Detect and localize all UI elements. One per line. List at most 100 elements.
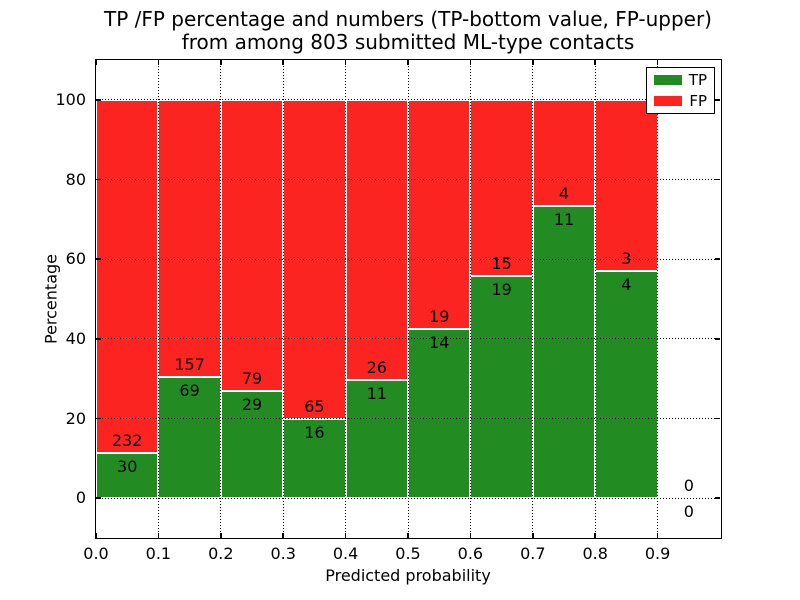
bar-label-tp: 19 xyxy=(491,279,512,299)
bar-label-fp: 4 xyxy=(558,184,570,204)
chart-title-line1: TP /FP percentage and numbers (TP-bottom… xyxy=(104,7,712,31)
y-tick-left xyxy=(96,178,101,181)
y-tick-label: 40 xyxy=(65,328,86,348)
bar-label-tp: 69 xyxy=(179,380,200,400)
x-tick-label: 0.7 xyxy=(520,544,546,563)
x-tick-label: 0.5 xyxy=(395,544,421,563)
x-tick-bottom xyxy=(656,533,659,538)
bar-segment-tp xyxy=(345,379,408,499)
x-tick-label: 0.6 xyxy=(457,544,484,563)
legend-swatch-tp-icon xyxy=(654,75,682,85)
x-tick-bottom xyxy=(407,533,409,538)
bar-segment-fp xyxy=(408,99,471,330)
h-gridline xyxy=(96,179,720,180)
legend-item-fp: FP xyxy=(654,93,707,109)
bar-label-tp: 4 xyxy=(621,274,632,294)
x-tick-bottom xyxy=(95,533,97,538)
v-gridline xyxy=(220,60,222,538)
x-tick-bottom xyxy=(282,533,284,538)
y-tick-left xyxy=(96,258,101,260)
h-gridline xyxy=(96,99,720,101)
x-tick-bottom xyxy=(469,533,472,538)
y-tick-left xyxy=(96,99,101,101)
bar-segment-fp xyxy=(470,99,533,276)
y-tick-label: 20 xyxy=(65,408,86,428)
x-tick-label: 0.3 xyxy=(270,544,296,563)
y-tick-right xyxy=(715,99,720,101)
bar-segment-tp xyxy=(96,452,159,499)
legend-label-tp: TP xyxy=(688,70,707,89)
x-tick-bottom xyxy=(220,533,222,538)
bar-segment-fp xyxy=(532,99,596,207)
bar-segment-tp xyxy=(283,419,346,499)
y-tick-label: 60 xyxy=(65,249,86,269)
bar-label-fp: 0 xyxy=(683,476,694,496)
bar-segment-tp xyxy=(595,270,658,499)
bar-segment-fp xyxy=(595,99,658,271)
bar-label-tp: 16 xyxy=(304,423,325,443)
bar-segment-tp xyxy=(532,206,596,499)
legend: TP FP xyxy=(646,67,715,114)
bar-segment-tp xyxy=(408,329,471,499)
bar-segment-tp xyxy=(470,275,533,499)
v-gridline xyxy=(594,60,596,538)
x-tick-label: 0.1 xyxy=(145,544,172,563)
bar-label-tp: 30 xyxy=(117,456,138,476)
bar-label-fp: 65 xyxy=(304,397,325,417)
x-tick-bottom xyxy=(532,533,534,538)
bar-label-fp: 19 xyxy=(429,307,450,327)
y-tick-right xyxy=(715,258,720,260)
y-tick-label: 100 xyxy=(55,89,86,109)
v-gridline xyxy=(469,60,471,538)
y-tick-label: 80 xyxy=(65,169,86,189)
x-tick-label: 0.9 xyxy=(644,544,671,563)
y-tick-left xyxy=(96,338,101,340)
bar-label-tp: 14 xyxy=(429,333,450,353)
bar-segment-fp xyxy=(96,99,159,453)
legend-item-tp: TP xyxy=(654,70,707,89)
v-gridline xyxy=(657,60,659,538)
x-tick-label: 0.0 xyxy=(83,544,109,563)
y-tick-right xyxy=(715,178,720,181)
x-tick-label: 0.8 xyxy=(582,544,608,563)
y-tick-label: 0 xyxy=(75,488,86,508)
legend-swatch-fp-icon xyxy=(654,96,682,106)
chart-title-line2: from among 803 submitted ML-type contact… xyxy=(181,30,635,54)
bar-label-fp: 26 xyxy=(366,357,387,377)
x-tick-bottom xyxy=(344,533,347,538)
x-tick-bottom xyxy=(157,533,160,538)
x-tick-top xyxy=(344,60,347,65)
v-gridline xyxy=(157,60,159,538)
v-gridline xyxy=(532,60,534,538)
x-tick-top xyxy=(95,60,97,65)
v-gridline xyxy=(407,60,409,538)
bar-segment-tp xyxy=(220,391,284,499)
chart-title: TP /FP percentage and numbers (TP-bottom… xyxy=(88,8,728,54)
bar-segment-fp xyxy=(220,99,284,392)
x-tick-top xyxy=(532,60,534,65)
x-tick-bottom xyxy=(594,533,596,538)
bar-label-tp: 29 xyxy=(241,395,263,415)
x-tick-top xyxy=(656,60,659,65)
bar-label-tp: 11 xyxy=(366,383,387,403)
x-tick-label: 0.2 xyxy=(208,544,234,563)
x-tick-top xyxy=(157,60,160,65)
x-axis-label: Predicted probability xyxy=(325,566,491,585)
h-gridline xyxy=(96,497,720,499)
v-gridline xyxy=(282,60,284,538)
x-tick-top xyxy=(407,60,409,65)
bar-label-fp: 3 xyxy=(621,248,632,268)
h-gridline xyxy=(96,338,720,340)
bar-segment-fp xyxy=(345,99,408,380)
bar-label-fp: 157 xyxy=(174,354,205,374)
h-gridline xyxy=(96,258,720,260)
x-tick-top xyxy=(469,60,472,65)
y-tick-right xyxy=(715,338,720,340)
v-gridline xyxy=(345,60,347,538)
x-tick-top xyxy=(220,60,222,65)
y-tick-left xyxy=(96,497,101,499)
x-tick-top xyxy=(594,60,596,65)
bar-segment-fp xyxy=(158,99,221,377)
x-tick-label: 0.4 xyxy=(332,544,359,563)
